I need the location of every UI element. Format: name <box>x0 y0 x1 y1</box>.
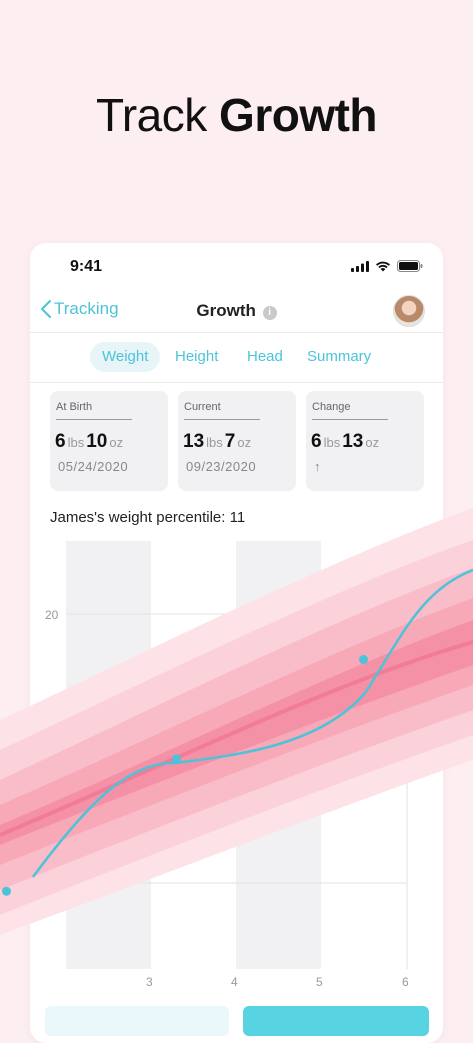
card-label: Change <box>312 401 351 413</box>
weight-series-line <box>31 568 473 878</box>
wifi-icon <box>376 261 390 272</box>
headline-bold: Growth <box>219 89 378 141</box>
oz-value: 7 <box>224 431 236 452</box>
change-arrow-icon: ↑ <box>314 459 321 474</box>
card-underline <box>312 419 388 420</box>
card-underline <box>184 419 260 420</box>
headline-light: Track <box>95 89 207 141</box>
oz-unit: oz <box>237 435 252 450</box>
weight-data-point[interactable] <box>172 754 181 764</box>
card-at-birth: At Birth 6 lbs 10 oz 05/24/2020 <box>50 391 168 491</box>
tab-head[interactable]: Head <box>247 348 283 365</box>
card-current: Current 13 lbs 7 oz 09/23/2020 <box>178 391 296 491</box>
status-time: 9:41 <box>70 258 103 275</box>
status-bar: 9:41 <box>30 243 443 287</box>
page-title-text: Growth <box>196 301 256 320</box>
chevron-left-icon <box>41 300 51 318</box>
weight-data-point[interactable] <box>359 655 368 665</box>
tab-bar: Weight Height Head Summary <box>30 339 443 375</box>
back-button[interactable]: Tracking <box>40 299 119 319</box>
weight-data-point[interactable] <box>2 886 11 896</box>
lbs-unit: lbs <box>206 435 223 450</box>
y-tick-label: 20 <box>45 608 59 622</box>
oz-value: 13 <box>342 431 364 452</box>
median-line <box>0 640 473 837</box>
lbs-unit: lbs <box>67 435 85 450</box>
select-dropdown-button[interactable] <box>45 1006 229 1036</box>
x-tick-label: 5 <box>316 975 323 989</box>
x-tick-label: 6 <box>402 975 409 989</box>
signal-icon <box>351 260 369 272</box>
lbs-value: 6 <box>311 431 322 452</box>
percentile-bands <box>0 508 473 935</box>
back-label: Tracking <box>54 299 119 318</box>
card-label: Current <box>184 401 221 413</box>
card-label: At Birth <box>56 401 93 413</box>
card-value: 6 lbs 10 oz <box>55 431 125 453</box>
tab-weight[interactable]: Weight <box>90 342 161 372</box>
oz-value: 10 <box>86 431 108 452</box>
info-icon[interactable]: i <box>262 306 277 320</box>
tabs-divider <box>30 382 443 383</box>
tab-summary[interactable]: Summary <box>307 348 372 365</box>
card-date: 05/24/2020 <box>58 459 129 474</box>
battery-icon <box>397 260 423 272</box>
status-icons <box>351 260 423 272</box>
card-value: 6 lbs 13 oz <box>311 431 381 453</box>
oz-unit: oz <box>109 435 124 450</box>
lbs-value: 13 <box>183 431 205 452</box>
percentile-text: James's weight percentile: 11 <box>50 509 246 526</box>
nav-bar: Tracking Growth i <box>30 291 443 331</box>
nav-divider <box>30 332 443 333</box>
x-tick-label: 3 <box>146 975 153 989</box>
page-title: Growth i <box>30 301 443 321</box>
add-weight-button[interactable] <box>243 1006 429 1036</box>
card-value: 13 lbs 7 oz <box>183 431 253 453</box>
x-tick-label: 4 <box>231 975 238 989</box>
card-change: Change 6 lbs 13 oz ↑ <box>306 391 424 491</box>
tab-height[interactable]: Height <box>175 348 219 365</box>
card-date: 09/23/2020 <box>186 459 257 474</box>
headline: Track Growth <box>0 88 473 142</box>
avatar[interactable] <box>393 295 425 327</box>
oz-unit: oz <box>365 435 380 450</box>
lbs-value: 6 <box>55 431 66 452</box>
card-underline <box>56 419 132 420</box>
lbs-unit: lbs <box>323 435 341 450</box>
